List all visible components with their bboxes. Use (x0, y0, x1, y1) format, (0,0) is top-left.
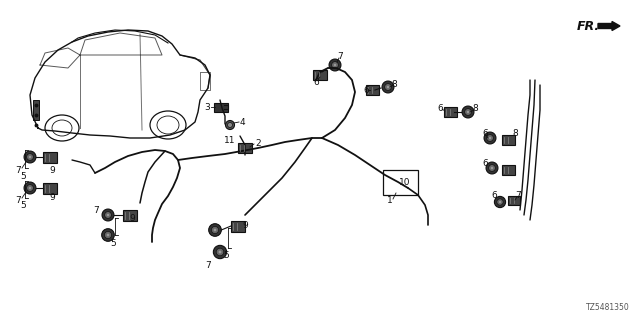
Ellipse shape (214, 229, 216, 231)
Text: 9: 9 (129, 213, 135, 222)
Ellipse shape (465, 108, 472, 116)
Ellipse shape (333, 64, 336, 66)
Text: 6: 6 (482, 158, 488, 167)
Text: 9: 9 (49, 193, 55, 202)
Ellipse shape (387, 86, 389, 88)
Ellipse shape (107, 234, 109, 236)
Text: 9: 9 (242, 220, 248, 229)
Ellipse shape (489, 137, 492, 139)
Ellipse shape (102, 229, 115, 241)
Bar (43, 151, 57, 163)
Bar (508, 196, 520, 204)
Ellipse shape (385, 84, 392, 91)
Text: TZ5481350: TZ5481350 (586, 303, 630, 312)
Ellipse shape (29, 187, 31, 189)
Bar (214, 103, 228, 112)
Text: 5: 5 (20, 172, 26, 180)
Ellipse shape (104, 212, 111, 219)
Ellipse shape (499, 201, 501, 203)
Text: 8: 8 (472, 103, 478, 113)
Ellipse shape (462, 106, 474, 118)
Bar (238, 143, 252, 153)
Text: 7: 7 (337, 52, 343, 60)
Ellipse shape (211, 227, 219, 234)
Text: 6: 6 (482, 129, 488, 138)
Bar (313, 70, 327, 80)
Text: 6: 6 (491, 190, 497, 199)
Text: 8: 8 (391, 79, 397, 89)
Ellipse shape (216, 248, 224, 256)
Text: 4: 4 (240, 117, 246, 126)
Text: 5: 5 (110, 238, 116, 247)
Ellipse shape (494, 196, 506, 208)
Ellipse shape (497, 199, 503, 205)
Text: 5: 5 (223, 252, 229, 260)
Text: 1: 1 (387, 196, 393, 204)
Text: 8: 8 (512, 129, 518, 138)
Ellipse shape (329, 59, 341, 71)
Text: 5: 5 (20, 201, 26, 210)
Ellipse shape (213, 245, 227, 259)
Bar (33, 100, 39, 120)
Text: 3: 3 (204, 102, 210, 111)
Bar (231, 220, 245, 231)
Text: 6: 6 (313, 77, 319, 86)
Ellipse shape (484, 132, 496, 144)
Text: 10: 10 (399, 178, 411, 187)
Text: 6: 6 (437, 103, 443, 113)
Ellipse shape (227, 123, 232, 127)
Ellipse shape (24, 151, 36, 163)
Bar (43, 182, 57, 194)
Ellipse shape (467, 111, 469, 113)
Bar (502, 165, 515, 175)
Ellipse shape (102, 209, 114, 221)
Text: 7: 7 (15, 165, 21, 174)
Ellipse shape (219, 251, 221, 253)
Text: 7: 7 (15, 196, 21, 204)
Text: 7: 7 (515, 190, 521, 199)
Ellipse shape (491, 167, 493, 169)
Ellipse shape (209, 224, 221, 236)
Ellipse shape (332, 62, 339, 68)
Bar (123, 210, 137, 220)
Ellipse shape (382, 81, 394, 93)
Ellipse shape (29, 156, 31, 158)
Ellipse shape (24, 182, 36, 194)
Ellipse shape (486, 162, 498, 174)
Text: 11: 11 (224, 135, 236, 145)
Bar (383, 170, 417, 195)
Ellipse shape (488, 164, 495, 172)
Text: 9: 9 (49, 165, 55, 174)
Text: 6: 6 (363, 85, 369, 94)
Ellipse shape (104, 231, 111, 239)
Bar (365, 85, 378, 95)
Text: 2: 2 (255, 139, 260, 148)
FancyArrow shape (598, 21, 620, 30)
Ellipse shape (27, 185, 33, 191)
Bar (444, 107, 456, 117)
Ellipse shape (486, 135, 493, 141)
Bar (502, 135, 515, 145)
Text: 7: 7 (205, 260, 211, 269)
Ellipse shape (107, 214, 109, 216)
Ellipse shape (225, 121, 234, 130)
Text: 7: 7 (93, 205, 99, 214)
Ellipse shape (27, 154, 33, 160)
Text: FR.: FR. (577, 20, 600, 33)
